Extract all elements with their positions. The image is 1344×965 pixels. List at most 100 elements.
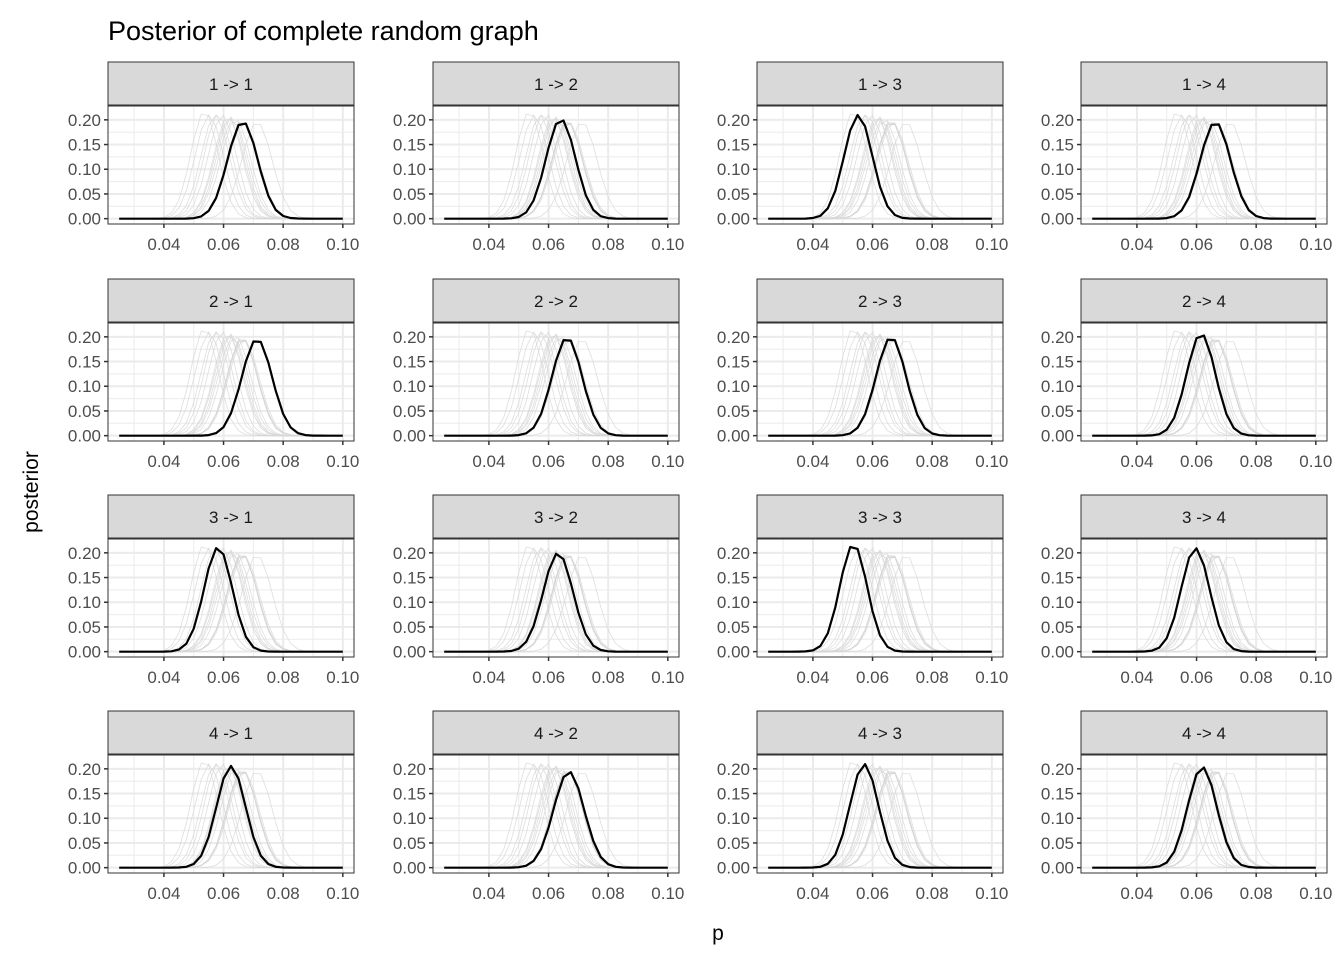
x-tick-label: 0.10	[651, 884, 684, 903]
facet-strip-label: 3 -> 4	[1182, 508, 1226, 527]
y-tick-label: 0.20	[68, 111, 101, 130]
x-tick-label: 0.06	[1180, 884, 1213, 903]
x-tick-label: 0.04	[1120, 884, 1153, 903]
y-tick-label: 0.10	[393, 377, 426, 396]
facet-strip	[756, 61, 1004, 106]
x-tick-label: 0.06	[532, 884, 565, 903]
panel-border	[1080, 538, 1328, 658]
facet-panel: 2 -> 3 0.00 0.05 0.10 0.15 0.20 0.04 0.06 0.08 0.…	[717, 278, 1008, 471]
y-tick-label: 0.00	[68, 427, 101, 446]
panel-border	[432, 105, 680, 225]
y-tick-label: 0.20	[68, 760, 101, 779]
y-tick-label: 0.20	[1041, 111, 1074, 130]
facet-strip-label: 4 -> 3	[858, 724, 902, 743]
x-tick-label: 0.08	[592, 235, 625, 254]
y-tick-label: 0.00	[1041, 859, 1074, 878]
x-tick-label: 0.10	[326, 668, 359, 687]
x-tick-label: 0.10	[975, 235, 1008, 254]
x-tick-label: 0.04	[472, 452, 505, 471]
y-tick-label: 0.10	[717, 160, 750, 179]
panel-border	[432, 754, 680, 874]
y-tick-label: 0.00	[393, 643, 426, 662]
highlight-series-line	[119, 546, 343, 653]
y-tick-label: 0.15	[1041, 569, 1074, 588]
facet-strip-label: 2 -> 4	[1182, 292, 1226, 311]
y-tick-label: 0.15	[68, 136, 101, 155]
facet-strip-label: 2 -> 1	[209, 292, 253, 311]
y-tick-label: 0.15	[393, 569, 426, 588]
panel-border	[107, 538, 355, 658]
facet-panel: 3 -> 3 0.00 0.05 0.10 0.15 0.20 0.04 0.06 0.08 0.…	[717, 494, 1008, 687]
x-tick-label: 0.04	[472, 884, 505, 903]
x-tick-label: 0.10	[651, 668, 684, 687]
panel-border	[1080, 754, 1328, 874]
y-tick-label: 0.10	[68, 809, 101, 828]
facet-strip	[432, 278, 680, 323]
facet-panel: 3 -> 1 0.00 0.05 0.10 0.15 0.20 0.04 0.06 0.08 0.…	[68, 494, 359, 687]
facet-panel: 3 -> 2 0.00 0.05 0.10 0.15 0.20 0.04 0.06 0.08 0.…	[393, 494, 684, 687]
y-tick-label: 0.15	[1041, 136, 1074, 155]
facet-strip-label: 4 -> 1	[209, 724, 253, 743]
y-tick-label: 0.00	[717, 210, 750, 229]
highlight-series-line	[444, 552, 668, 653]
highlight-series-line	[768, 545, 992, 653]
y-tick-label: 0.15	[393, 785, 426, 804]
y-tick-label: 0.00	[717, 643, 750, 662]
highlight-series-line	[768, 113, 992, 220]
x-tick-label: 0.06	[532, 235, 565, 254]
y-tick-label: 0.05	[1041, 402, 1074, 421]
y-tick-label: 0.10	[1041, 593, 1074, 612]
facet-strip-label: 4 -> 2	[534, 724, 578, 743]
facet-panel: 1 -> 4 0.00 0.05 0.10 0.15 0.20 0.04 0.06 0.08 0.…	[1041, 61, 1332, 254]
facet-panel: 2 -> 1 0.00 0.05 0.10 0.15 0.20 0.04 0.06 0.08 0.…	[68, 278, 359, 471]
x-tick-label: 0.10	[975, 884, 1008, 903]
facet-panel: 1 -> 1 0.00 0.05 0.10 0.15 0.20 0.04 0.06 0.08 0.…	[68, 61, 359, 254]
x-tick-label: 0.04	[147, 884, 180, 903]
facet-panel: 1 -> 2 0.00 0.05 0.10 0.15 0.20 0.04 0.06 0.08 0.…	[393, 61, 684, 254]
x-axis-label: p	[712, 922, 724, 945]
x-tick-label: 0.10	[651, 452, 684, 471]
x-tick-label: 0.08	[592, 452, 625, 471]
y-tick-label: 0.20	[1041, 328, 1074, 347]
y-tick-label: 0.00	[717, 427, 750, 446]
x-tick-label: 0.10	[1299, 235, 1332, 254]
x-tick-label: 0.04	[147, 235, 180, 254]
facet-panel: 3 -> 4 0.00 0.05 0.10 0.15 0.20 0.04 0.06 0.08 0.…	[1041, 494, 1332, 687]
x-tick-label: 0.08	[1240, 235, 1273, 254]
x-tick-label: 0.06	[207, 884, 240, 903]
x-tick-label: 0.08	[1240, 452, 1273, 471]
y-tick-label: 0.10	[1041, 377, 1074, 396]
y-tick-label: 0.05	[1041, 618, 1074, 637]
x-tick-label: 0.04	[1120, 235, 1153, 254]
y-tick-label: 0.05	[68, 618, 101, 637]
y-tick-label: 0.00	[717, 859, 750, 878]
y-tick-label: 0.00	[1041, 210, 1074, 229]
facet-strip-label: 1 -> 1	[209, 75, 253, 94]
facet-strip	[432, 494, 680, 539]
y-tick-label: 0.15	[1041, 785, 1074, 804]
x-tick-label: 0.04	[147, 668, 180, 687]
y-tick-label: 0.05	[393, 402, 426, 421]
x-tick-label: 0.10	[1299, 452, 1332, 471]
panel-border	[432, 538, 680, 658]
y-tick-label: 0.00	[393, 427, 426, 446]
y-tick-label: 0.15	[68, 785, 101, 804]
x-tick-label: 0.10	[975, 452, 1008, 471]
x-tick-label: 0.06	[1180, 452, 1213, 471]
facet-strip	[756, 278, 1004, 323]
facet-panel: 4 -> 4 0.00 0.05 0.10 0.15 0.20 0.04 0.06 0.08 0.…	[1041, 710, 1332, 903]
facet-strip-label: 1 -> 3	[858, 75, 902, 94]
y-tick-label: 0.05	[717, 185, 750, 204]
facet-strip-label: 2 -> 3	[858, 292, 902, 311]
facet-strip	[756, 710, 1004, 755]
y-tick-label: 0.05	[717, 618, 750, 637]
y-tick-label: 0.00	[1041, 643, 1074, 662]
facet-strip-label: 3 -> 3	[858, 508, 902, 527]
x-tick-label: 0.10	[651, 235, 684, 254]
x-tick-label: 0.06	[856, 668, 889, 687]
y-tick-label: 0.15	[717, 785, 750, 804]
x-tick-label: 0.06	[207, 452, 240, 471]
x-tick-label: 0.06	[532, 452, 565, 471]
y-tick-label: 0.15	[393, 136, 426, 155]
x-tick-label: 0.10	[326, 452, 359, 471]
